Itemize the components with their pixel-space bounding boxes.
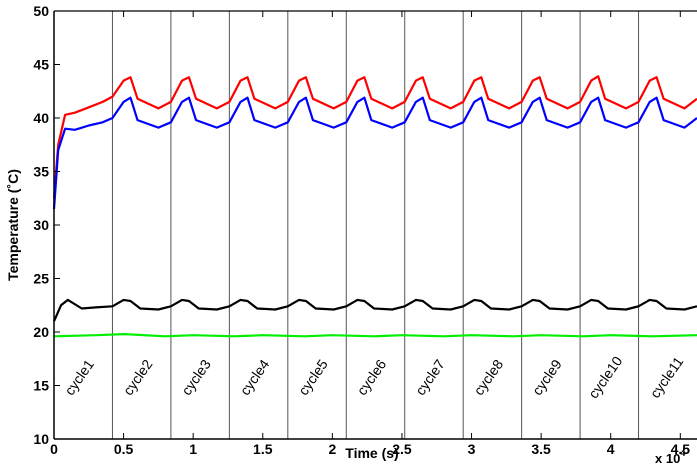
y-tick-label: 40 [33, 110, 49, 126]
x-axis-label: Time (s) [345, 445, 398, 461]
x-tick-label: 0.5 [114, 441, 134, 457]
x-tick-label: 4.5 [671, 441, 691, 457]
series-line-2 [52, 96, 697, 210]
y-tick-label: 25 [33, 271, 49, 287]
y-tick-label: 45 [33, 57, 49, 73]
series-line-1 [52, 75, 697, 199]
cycle-divider-lines [111, 11, 640, 439]
x-axis-multiplier: x 104 [655, 448, 685, 466]
x-tick-label: 1 [189, 441, 197, 457]
y-tick-label: 30 [33, 217, 49, 233]
x-tick-label: 2 [328, 441, 336, 457]
x-tick-label: 3.5 [531, 441, 551, 457]
x-tick-label: 2.5 [392, 441, 412, 457]
y-tick-label: 15 [33, 378, 49, 394]
y-tick-label: 20 [33, 324, 49, 340]
y-tick-label: 35 [33, 164, 49, 180]
y-axis-label: Temperature (˚C) [5, 169, 21, 281]
series-line-4 [53, 333, 697, 338]
y-tick-label: 50 [33, 3, 49, 19]
series-layer [52, 75, 697, 338]
x-tick-label: 3 [468, 441, 476, 457]
x-axis-ticks: 0 0.5 1 1.5 2 2.5 3 3.5 4 4.5 [50, 11, 690, 457]
x-tick-label: 4 [607, 441, 615, 457]
series-line-3 [52, 298, 697, 322]
y-tick-label: 10 [33, 431, 49, 447]
y-axis-ticks: 10 15 20 25 30 35 40 45 50 [33, 3, 60, 447]
x-tick-label: 0 [50, 441, 58, 457]
x-tick-label: 1.5 [253, 441, 273, 457]
